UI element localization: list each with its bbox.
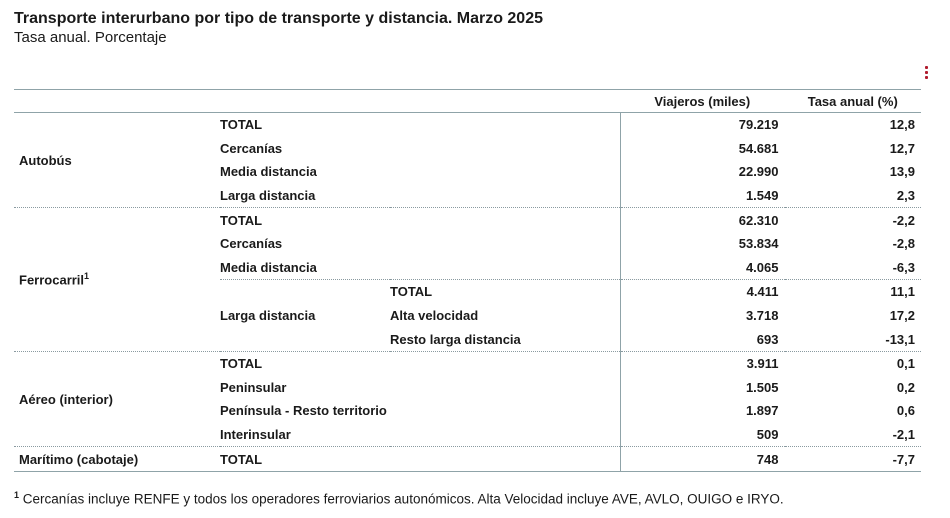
tasa-cell: 0,6 xyxy=(896,403,915,419)
table-row: Larga distancia TOTAL 4.411 11,1 xyxy=(14,279,921,352)
viajeros-cell: 54.681 xyxy=(619,136,785,161)
tasa-cell: 12,7 xyxy=(889,140,915,156)
viajeros-cell: 693 xyxy=(619,327,785,352)
viajeros-cell: 53.834 xyxy=(619,231,785,256)
tasa-cell: -7,7 xyxy=(784,446,921,472)
row-label: Media distancia xyxy=(220,164,317,180)
row-sublabel: TOTAL xyxy=(390,279,620,304)
tasa-cell: -2,8 xyxy=(892,236,915,252)
transport-table: Viajeros (miles) Tasa anual (%) Autobús … xyxy=(14,89,921,472)
tasa-cell: 2,3 xyxy=(784,183,921,209)
table-row: Cercanías 53.834 -2,8 xyxy=(14,231,921,256)
table-row: Resto larga distancia 693 -13,1 xyxy=(14,327,921,352)
row-label: Cercanías xyxy=(220,236,283,252)
tasa-cell: 17,2 xyxy=(889,308,915,324)
viajeros-cell: 3.911 xyxy=(619,351,785,376)
tasa-cell: -2,1 xyxy=(784,422,921,448)
viajeros-cell: 22.990 xyxy=(619,160,785,184)
table-row: Interinsular 509 -2,1 xyxy=(14,422,921,448)
table-row: Autobús TOTAL 79.219 12,8 xyxy=(14,112,921,209)
row-sublabel: Resto larga distancia xyxy=(390,327,620,352)
header-tasa: Tasa anual (%) xyxy=(784,89,921,113)
table-row: Ferrocarril1 TOTAL 62.310 -2,2 xyxy=(14,207,921,352)
viajeros-cell: 79.219 xyxy=(619,112,785,137)
row-label: TOTAL xyxy=(220,212,263,228)
mode-label-ferrocarril: Ferrocarril1 xyxy=(14,207,220,352)
footnote: 1 Cercanías incluye RENFE y todos los op… xyxy=(14,490,784,507)
table-header-row: Viajeros (miles) Tasa anual (%) xyxy=(14,89,921,113)
table-row: Aéreo (interior) TOTAL 3.911 0,1 xyxy=(14,351,921,448)
header-viajeros: Viajeros (miles) xyxy=(620,89,785,113)
page-title: Transporte interurbano por tipo de trans… xyxy=(14,10,543,27)
tasa-cell: -13,1 xyxy=(784,327,921,352)
viajeros-cell: 3.718 xyxy=(619,303,785,328)
tasa-cell: 0,1 xyxy=(896,356,915,372)
vertical-dots-icon[interactable] xyxy=(924,66,930,82)
viajeros-cell: 4.411 xyxy=(619,279,785,304)
table-row: Media distancia 4.065 -6,3 xyxy=(14,255,921,280)
viajeros-cell: 748 xyxy=(619,446,785,472)
row-label: Cercanías xyxy=(220,140,283,156)
footnote-text: Cercanías incluye RENFE y todos los oper… xyxy=(19,491,784,507)
tasa-cell: -2,2 xyxy=(892,212,915,228)
tasa-cell: -6,3 xyxy=(892,259,915,275)
tasa-cell: 0,2 xyxy=(896,379,915,395)
footnote-marker: 1 xyxy=(14,490,20,500)
row-label: Peninsular xyxy=(220,379,287,395)
table-row: Cercanías 54.681 12,7 xyxy=(14,136,921,161)
tasa-cell: 13,9 xyxy=(889,164,915,180)
row-sublabel: Alta velocidad xyxy=(390,308,479,324)
mode-label-autobus: Autobús xyxy=(14,112,220,209)
table-row: Media distancia 22.990 13,9 xyxy=(14,160,921,184)
viajeros-cell: 62.310 xyxy=(619,207,785,232)
table-row: Alta velocidad 3.718 17,2 xyxy=(14,303,921,328)
tasa-cell: 12,8 xyxy=(889,117,915,133)
row-label: TOTAL xyxy=(220,117,263,133)
viajeros-cell: 4.065 xyxy=(619,255,785,280)
viajeros-cell: 1.897 xyxy=(619,399,785,423)
tasa-cell: 11,1 xyxy=(784,279,921,304)
row-label: TOTAL xyxy=(220,356,263,372)
row-label: Interinsular xyxy=(220,422,620,448)
mode-label-aereo: Aéreo (interior) xyxy=(14,351,220,448)
row-label: TOTAL xyxy=(220,446,620,472)
table-row: Marítimo (cabotaje) TOTAL 748 -7,7 xyxy=(14,446,921,472)
viajeros-cell: 1.505 xyxy=(619,375,785,400)
row-label: Media distancia xyxy=(220,259,317,275)
footnote-marker: 1 xyxy=(84,271,90,282)
page-subtitle: Tasa anual. Porcentaje xyxy=(14,29,167,46)
mode-label-maritimo: Marítimo (cabotaje) xyxy=(14,446,220,472)
row-label-larga-distancia: Larga distancia xyxy=(220,279,390,352)
row-label: Península - Resto territorio xyxy=(220,403,387,419)
row-label: Larga distancia xyxy=(220,183,620,209)
viajeros-cell: 1.549 xyxy=(619,183,785,209)
table-row: Larga distancia 1.549 2,3 xyxy=(14,183,921,209)
table-row: Península - Resto territorio 1.897 0,6 xyxy=(14,399,921,423)
mode-label-text: Ferrocarril xyxy=(19,272,85,288)
table-row: Peninsular 1.505 0,2 xyxy=(14,375,921,400)
viajeros-cell: 509 xyxy=(619,422,785,448)
